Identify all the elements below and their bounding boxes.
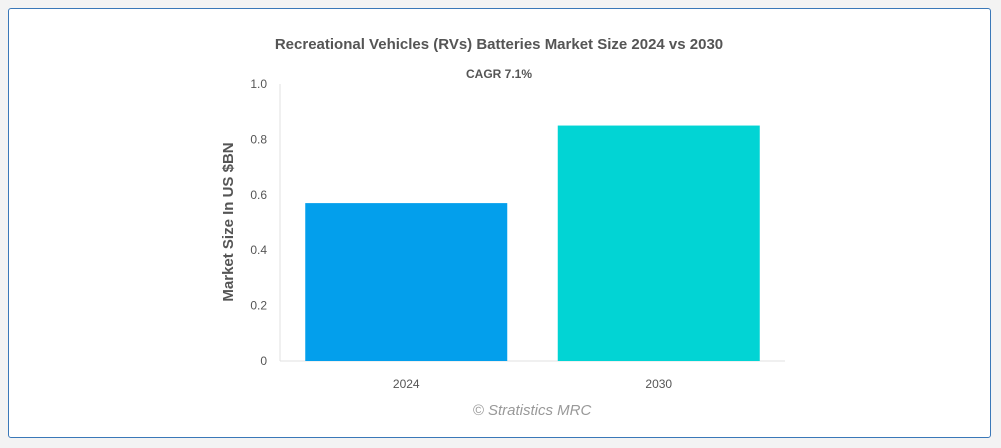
x-tick-label: 2024 xyxy=(393,377,420,391)
y-axis-label: Market Size In US $BN xyxy=(220,142,237,301)
y-tick-label: 0.6 xyxy=(250,188,267,202)
y-tick-label: 0 xyxy=(260,354,267,368)
y-tick-label: 0.2 xyxy=(250,299,267,313)
bar-2030[interactable] xyxy=(557,125,760,361)
y-tick-label: 1.0 xyxy=(250,77,267,91)
chart-subtitle: CAGR 7.1% xyxy=(466,67,532,81)
chart-title: Recreational Vehicles (RVs) Batteries Ma… xyxy=(275,36,723,53)
y-tick-label: 0.8 xyxy=(250,132,267,146)
y-ticks: 0 0.2 0.4 0.6 0.8 1.0 xyxy=(250,77,267,368)
credit-text: © Stratistics MRC xyxy=(473,402,592,419)
bars xyxy=(305,125,760,361)
x-tick-label: 2030 xyxy=(645,377,672,391)
x-ticks: 2024 2030 xyxy=(393,377,673,391)
bar-2024[interactable] xyxy=(305,203,508,361)
y-tick-label: 0.4 xyxy=(250,243,267,257)
